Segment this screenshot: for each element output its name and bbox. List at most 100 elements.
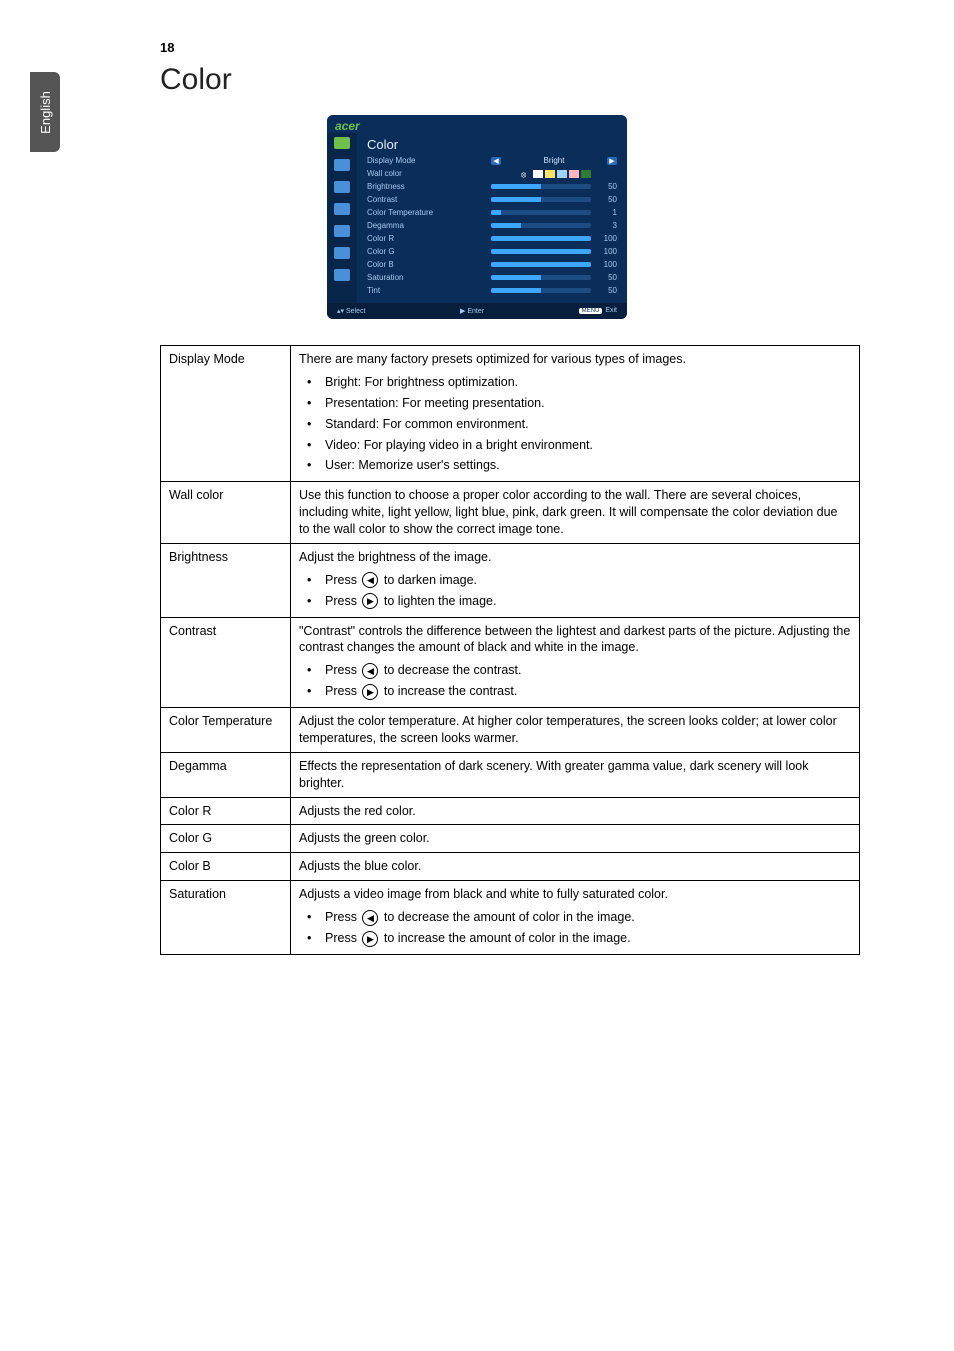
osd-row-label: Brightness	[367, 182, 447, 191]
osd-row-value: 50	[447, 195, 617, 204]
osd-icon-color	[334, 137, 350, 149]
arrow-right-icon: ▶	[362, 931, 378, 947]
description-text: Effects the representation of dark scene…	[299, 758, 851, 792]
description-cell: Use this function to choose a proper col…	[291, 482, 860, 544]
osd-row-value: 100	[447, 247, 617, 256]
osd-icon-language	[334, 269, 350, 281]
osd-row: Brightness50	[367, 180, 617, 193]
list-item: Press ▶ to lighten the image.	[317, 591, 851, 612]
arrow-left-icon: ◀	[491, 157, 501, 165]
description-text: Adjust the color temperature. At higher …	[299, 713, 851, 747]
section-title: Color	[160, 63, 894, 97]
description-cell: Adjust the brightness of the image.Press…	[291, 543, 860, 617]
description-cell: Adjusts a video image from black and whi…	[291, 881, 860, 955]
term-cell: Saturation	[161, 881, 291, 955]
swatch	[533, 170, 543, 178]
osd-row-value: 100	[447, 260, 617, 269]
swatch	[545, 170, 555, 178]
osd-slider-bar	[491, 197, 591, 202]
osd-footer-select: ▴▾ Select	[337, 307, 365, 315]
arrow-right-icon: ▶	[362, 593, 378, 609]
term-cell: Color R	[161, 797, 291, 825]
table-row: Color TemperatureAdjust the color temper…	[161, 708, 860, 753]
swatch	[557, 170, 567, 178]
term-cell: Degamma	[161, 752, 291, 797]
osd-select-value: Bright	[544, 156, 565, 165]
osd-slider-bar	[491, 223, 591, 228]
description-text: Adjusts a video image from black and whi…	[299, 886, 851, 903]
description-text: Adjust the brightness of the image.	[299, 549, 851, 566]
osd-slider-bar	[491, 236, 591, 241]
list-item: Press ▶ to increase the amount of color …	[317, 928, 851, 949]
description-cell: Adjusts the blue color.	[291, 853, 860, 881]
osd-row-label: Display Mode	[367, 156, 447, 165]
description-cell: There are many factory presets optimized…	[291, 346, 860, 482]
description-text: "Contrast" controls the difference betwe…	[299, 623, 851, 657]
description-cell: Effects the representation of dark scene…	[291, 752, 860, 797]
list-item: Press ◀ to decrease the amount of color …	[317, 907, 851, 928]
description-text: There are many factory presets optimized…	[299, 351, 851, 368]
osd-heading: Color	[367, 137, 617, 152]
osd-brand: acer	[327, 115, 627, 133]
bullet-list: Press ◀ to decrease the contrast.Press ▶…	[299, 656, 851, 702]
list-item: Press ◀ to decrease the contrast.	[317, 660, 851, 681]
osd-panel: acer Color Display Mode ◀ Bright ▶ Wall colo…	[327, 115, 627, 319]
osd-row-label: Color Temperature	[367, 208, 447, 217]
swatch	[569, 170, 579, 178]
osd-icon-audio	[334, 225, 350, 237]
table-row: Contrast"Contrast" controls the differen…	[161, 617, 860, 708]
definitions-table: Display ModeThere are many factory prese…	[160, 345, 860, 955]
arrow-right-icon: ▶	[362, 684, 378, 700]
page-number: 18	[160, 40, 894, 55]
osd-row: Saturation50	[367, 271, 617, 284]
list-item: Presentation: For meeting presentation.	[317, 393, 851, 414]
osd-slider-bar	[491, 275, 591, 280]
table-row: Color BAdjusts the blue color.	[161, 853, 860, 881]
osd-row-value: 50	[447, 286, 617, 295]
osd-row: Contrast50	[367, 193, 617, 206]
osd-row-value: 50	[447, 182, 617, 191]
osd-slider-bar	[491, 288, 591, 293]
arrow-right-icon: ▶	[607, 157, 617, 165]
osd-row-label: Color B	[367, 260, 447, 269]
description-text: Adjusts the green color.	[299, 830, 851, 847]
osd-slider-value: 50	[595, 195, 617, 204]
osd-row: Color Temperature1	[367, 206, 617, 219]
osd-slider-bar	[491, 184, 591, 189]
osd-row: Wall color ⦻	[367, 167, 617, 180]
term-cell: Wall color	[161, 482, 291, 544]
osd-row-value: 100	[447, 234, 617, 243]
description-cell: "Contrast" controls the difference betwe…	[291, 617, 860, 708]
description-text: Use this function to choose a proper col…	[299, 487, 851, 538]
osd-row-value: 3	[447, 221, 617, 230]
bullet-list: Press ◀ to darken image.Press ▶ to light…	[299, 566, 851, 612]
term-cell: Contrast	[161, 617, 291, 708]
description-cell: Adjusts the green color.	[291, 825, 860, 853]
osd-slider-value: 100	[595, 234, 617, 243]
osd-footer-enter: ▶ Enter	[460, 307, 484, 315]
osd-row-label: Wall color	[367, 169, 447, 178]
osd-footer-exit: MENUExit	[579, 307, 617, 315]
osd-row-value: 50	[447, 273, 617, 282]
osd-row: Color R 100	[367, 232, 617, 245]
osd-category-icons	[327, 133, 357, 303]
osd-row: Color B100	[367, 258, 617, 271]
osd-row: Degamma3	[367, 219, 617, 232]
osd-row: Display Mode ◀ Bright ▶	[367, 154, 617, 167]
bullet-list: Press ◀ to decrease the amount of color …	[299, 903, 851, 949]
language-tab-label: English	[38, 91, 53, 134]
term-cell: Color G	[161, 825, 291, 853]
description-text: Adjusts the blue color.	[299, 858, 851, 875]
osd-row: Tint50	[367, 284, 617, 297]
osd-slider-value: 100	[595, 247, 617, 256]
osd-slider-bar	[491, 262, 591, 267]
description-cell: Adjusts the red color.	[291, 797, 860, 825]
list-item: User: Memorize user's settings.	[317, 455, 851, 476]
description-text: Adjusts the red color.	[299, 803, 851, 820]
arrow-left-icon: ◀	[362, 663, 378, 679]
osd-row-label: Color R	[367, 234, 447, 243]
osd-swatches: ⦻	[521, 170, 591, 178]
osd-row-label: Color G	[367, 247, 447, 256]
swatch	[581, 170, 591, 178]
arrow-left-icon: ◀	[362, 910, 378, 926]
